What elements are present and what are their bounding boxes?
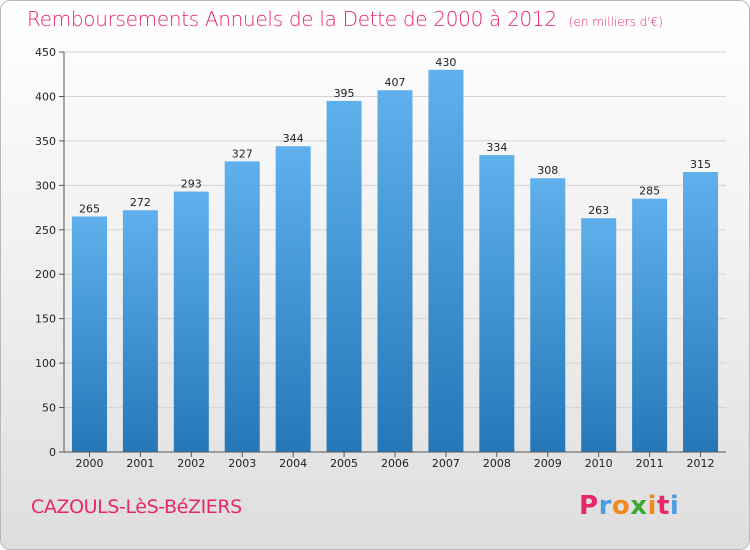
y-tick-label: 350	[35, 135, 56, 148]
x-tick-label-2000: 2000	[75, 457, 103, 470]
labels: 0 50 100 150 200 250 300 350 400 450 265 2000 272 200…	[35, 46, 715, 470]
bar-2008	[479, 155, 515, 452]
x-tick-label-2011: 2011	[636, 457, 664, 470]
x-tick-label-2009: 2009	[534, 457, 562, 470]
bar-2001	[122, 210, 158, 452]
x-tick-label-2005: 2005	[330, 457, 358, 470]
y-tick-label: 300	[35, 179, 56, 192]
x-tick-label-2001: 2001	[126, 457, 154, 470]
value-label-2006: 407	[385, 76, 406, 89]
logo-letter: r	[598, 491, 612, 521]
y-tick-label: 150	[35, 313, 56, 326]
logo-letter: P	[579, 491, 599, 521]
y-tick-label: 450	[35, 46, 56, 59]
y-tick-label: 50	[42, 402, 56, 415]
logo-letter: x	[630, 491, 648, 521]
value-label-2004: 344	[283, 132, 304, 145]
chart-title-text: Remboursements Annuels de la Dette de 20…	[27, 7, 557, 31]
bar-2002	[173, 191, 209, 453]
y-tick-label: 250	[35, 224, 56, 237]
value-label-2002: 293	[181, 178, 202, 191]
bar-2007	[428, 69, 464, 453]
bars	[71, 69, 719, 453]
x-tick-label-2012: 2012	[687, 457, 715, 470]
bar-2003	[224, 161, 260, 453]
value-label-2005: 395	[334, 87, 355, 100]
axes	[59, 51, 726, 457]
value-label-2008: 334	[486, 141, 507, 154]
value-label-2011: 285	[639, 185, 660, 198]
bar-2004	[275, 146, 311, 452]
bar-2006	[377, 90, 413, 452]
x-tick-label-2002: 2002	[177, 457, 205, 470]
logo-letter: i	[647, 491, 657, 521]
value-label-2000: 265	[79, 202, 100, 215]
value-label-2001: 272	[130, 196, 151, 209]
y-tick-label: 0	[49, 446, 56, 459]
y-tick-label: 200	[35, 268, 56, 281]
chart-subtitle: (en milliers d'€)	[568, 15, 663, 29]
logo-letter: i	[669, 491, 680, 521]
bar-2000	[71, 216, 107, 452]
value-label-2003: 327	[232, 147, 253, 160]
y-tick-label: 400	[35, 90, 56, 103]
logo-letter: o	[611, 491, 631, 521]
chart-title: Remboursements Annuels de la Dette de 20…	[27, 7, 663, 31]
value-label-2009: 308	[537, 164, 558, 177]
bar-2011	[632, 198, 668, 452]
y-tick-label: 100	[35, 357, 56, 370]
logo-letter: t	[656, 491, 670, 521]
proxiti-logo: Proxiti	[579, 491, 679, 521]
bar-2010	[581, 218, 617, 452]
x-tick-label-2003: 2003	[228, 457, 256, 470]
bar-2012	[683, 172, 719, 452]
value-label-2010: 263	[588, 204, 609, 217]
value-label-2007: 430	[435, 56, 456, 69]
x-tick-label-2006: 2006	[381, 457, 409, 470]
x-tick-label-2007: 2007	[432, 457, 460, 470]
value-label-2012: 315	[690, 158, 711, 171]
x-tick-label-2008: 2008	[483, 457, 511, 470]
x-tick-label-2004: 2004	[279, 457, 307, 470]
commune-name: CAZOULS-LèS-BéZIERS	[31, 496, 242, 518]
x-tick-label-2010: 2010	[585, 457, 613, 470]
bar-2009	[530, 178, 566, 452]
bar-2005	[326, 100, 362, 452]
